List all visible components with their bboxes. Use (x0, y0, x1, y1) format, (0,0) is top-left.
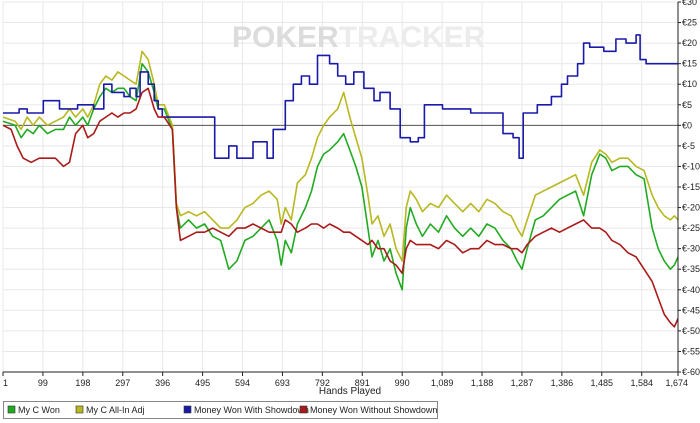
series-line-my-c-won (2, 62, 679, 291)
gridlines (2, 1, 679, 373)
series-lines (2, 34, 679, 328)
legend: My C Won My C All-In Adj Money Won With Sh… (3, 401, 438, 419)
x-tick-label: 1,089 (431, 378, 454, 388)
watermark-word-poker: POKER (232, 21, 339, 54)
x-tick-label: 891 (355, 378, 370, 388)
x-tick-label: 1,674 (665, 378, 688, 388)
y-tick-label: €-45 (682, 305, 700, 315)
x-tick-label: 990 (395, 378, 410, 388)
y-tick-label: €-55 (682, 346, 700, 356)
y-tick-label: €-40 (682, 285, 700, 295)
y-tick-label: €-15 (682, 182, 700, 192)
legend-item-money-won-without-showdown: Money Won Without Showdown (299, 405, 437, 415)
x-tick-label: 1,188 (471, 378, 494, 388)
x-tick-label: 1,584 (630, 378, 653, 388)
legend-item-my-c-all-in-adj: My C All-In Adj (75, 405, 145, 415)
y-tick-label: €-60 (682, 367, 700, 377)
y-tick-label: €0 (682, 120, 692, 130)
series-line-money-won-without-showdown (2, 87, 679, 328)
x-tick-label: 1,485 (591, 378, 614, 388)
legend-label: Money Won Without Showdown (310, 405, 437, 415)
watermark-word-tracker: TRACKER (339, 21, 486, 54)
y-tick-label: €-10 (682, 161, 700, 171)
watermark-logo: POKERTRACKER (232, 21, 486, 54)
x-axis-ticks: 1 99 198 297 396 495 594 693 792 891 990 1,089 1,188… (2, 372, 688, 388)
y-tick-label: €-35 (682, 264, 700, 274)
legend-label: My C All-In Adj (86, 405, 145, 415)
x-tick-label: 198 (75, 378, 90, 388)
legend-item-money-won-with-showdown: Money Won With Showdown (183, 405, 309, 415)
y-tick-label: €30 (682, 0, 697, 7)
legend-box (3, 401, 438, 419)
x-tick-label: 1,386 (551, 378, 574, 388)
series-line-my-c-all-in-adj (2, 50, 679, 262)
legend-swatch (7, 405, 16, 414)
y-tick-label: €5 (682, 100, 692, 110)
y-tick-label: €-20 (682, 203, 700, 213)
x-axis-title: Hands Played (319, 386, 381, 397)
x-tick-label: 396 (155, 378, 170, 388)
y-tick-label: €15 (682, 59, 697, 69)
x-tick-label: 99 (38, 378, 48, 388)
x-tick-label: 693 (275, 378, 290, 388)
watermark-text: POKERTRACKER (232, 21, 486, 54)
y-tick-label: €10 (682, 79, 697, 89)
x-tick-label: 1,287 (511, 378, 534, 388)
x-tick-label: 792 (315, 378, 330, 388)
y-tick-label: €25 (682, 18, 697, 28)
x-tick-label: 495 (195, 378, 210, 388)
legend-swatch (75, 405, 84, 414)
legend-label: My C Won (18, 405, 60, 415)
legend-swatch (299, 405, 308, 414)
y-tick-label: €20 (682, 38, 697, 48)
y-tick-label: €-25 (682, 223, 700, 233)
y-tick-label: €-5 (682, 141, 695, 151)
x-tick-label: 1 (3, 378, 8, 388)
x-tick-label: 594 (235, 378, 250, 388)
legend-swatch (183, 405, 192, 414)
legend-label: Money Won With Showdown (194, 405, 309, 415)
x-tick-label: 297 (115, 378, 130, 388)
legend-item-my-c-won: My C Won (7, 405, 60, 415)
y-tick-label: €-50 (682, 326, 700, 336)
y-axis-ticks: €30 €25 €20 €15 €10 €5 €0 €-5 €-10 €-15 €-20 €-25 €-… (678, 0, 700, 377)
series-line-money-won-with-showdown (3, 34, 678, 159)
y-tick-label: €-30 (682, 244, 700, 254)
